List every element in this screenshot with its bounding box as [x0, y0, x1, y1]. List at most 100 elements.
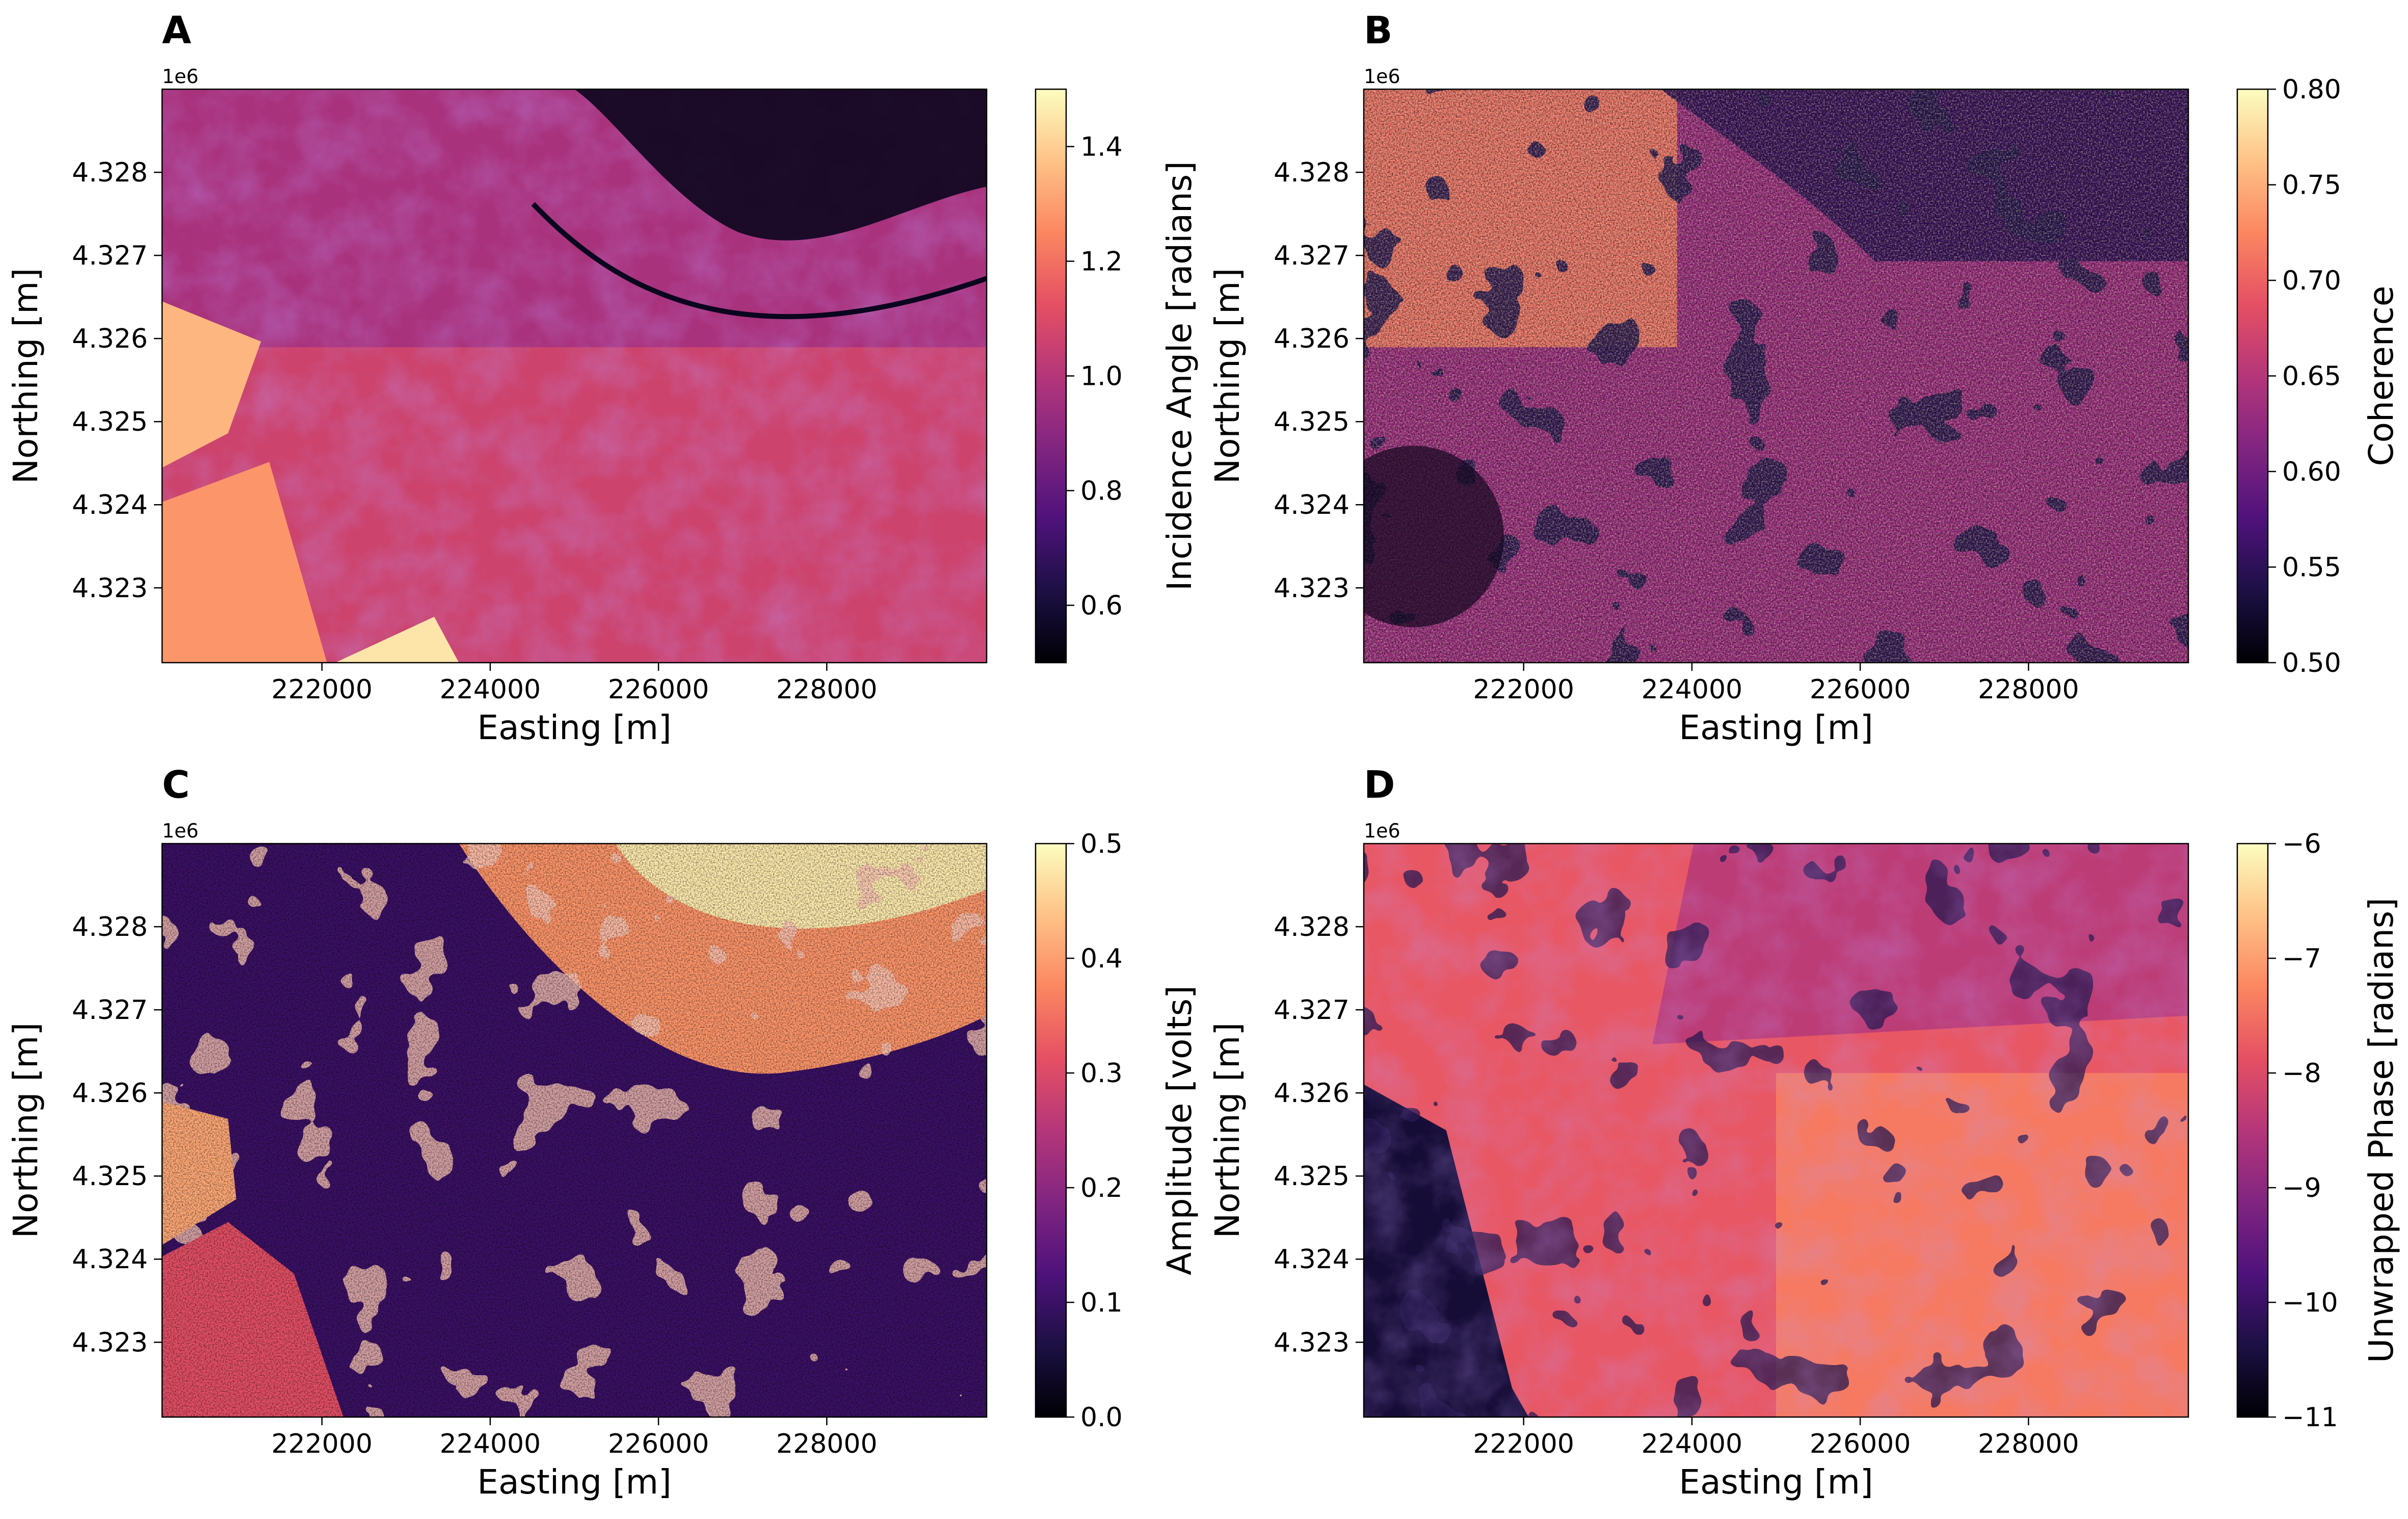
y-tick-label: 4.325 — [1274, 407, 1349, 437]
colorbar-tick-label: −7 — [2282, 944, 2321, 974]
x-tick-label: 228000 — [776, 1429, 878, 1459]
x-tick-label: 228000 — [776, 674, 878, 705]
colorbar-tick-label: 0.60 — [2282, 457, 2341, 487]
y-tick-label: 4.328 — [72, 158, 148, 188]
y-tick-label: 4.327 — [72, 241, 148, 271]
colorbar-tick-label: −8 — [2282, 1058, 2321, 1089]
x-axis-label: Easting [m] — [477, 708, 671, 747]
y-axis-label: Northing [m] — [6, 1023, 45, 1238]
colorbar-tick-label: 0.5 — [1080, 829, 1123, 859]
colorbar — [1036, 844, 1066, 1417]
y-tick-label: 4.328 — [1274, 912, 1349, 942]
x-tick-label: 226000 — [1810, 674, 1911, 705]
colorbar-tick-label: 0.65 — [2282, 361, 2341, 392]
y-tick-label: 4.326 — [1274, 1078, 1349, 1109]
axes-frame — [161, 843, 988, 1418]
colorbar-tick-label: 1.2 — [1080, 247, 1123, 277]
y-tick-label: 4.323 — [72, 573, 148, 604]
heatmap-image — [1364, 89, 2188, 663]
heatmap-image — [1364, 844, 2188, 1417]
colorbar-tick-label: 0.80 — [2282, 74, 2341, 105]
x-tick-label: 224000 — [440, 674, 541, 705]
colorbar — [2237, 89, 2268, 663]
colorbar-tick-label: 1.4 — [1080, 132, 1123, 163]
colorbar-tick-label: 0.3 — [1080, 1058, 1123, 1089]
panel-label: A — [162, 9, 191, 53]
colorbar-tick-label: 0.0 — [1080, 1402, 1123, 1433]
panel-d: D 1e6 222000 224000 226000 228000 4.323 4.324 4.… — [1208, 763, 2401, 1502]
x-tick-label: 224000 — [440, 1429, 541, 1459]
x-tick-label: 222000 — [1473, 1429, 1574, 1459]
panel-a: A 1e6 222000 224000 226000 228000 4.323 4.324 4.… — [6, 9, 1199, 747]
y-offset-label: 1e6 — [162, 65, 199, 88]
panel-label: D — [1364, 763, 1395, 807]
y-tick-label: 4.323 — [72, 1327, 148, 1358]
x-tick-label: 226000 — [608, 674, 709, 705]
y-offset-label: 1e6 — [1364, 65, 1400, 88]
y-axis-label: Northing [m] — [1208, 268, 1247, 484]
panel-c: C 1e6 222000 224000 226000 228000 4.323 4.324 4.… — [6, 763, 1199, 1502]
x-tick-label: 224000 — [1642, 674, 1743, 705]
colorbar-tick-label: 0.75 — [2282, 170, 2341, 201]
y-tick-label: 4.324 — [1274, 490, 1349, 520]
colorbar-label: Incidence Angle [radians] — [1160, 161, 1199, 591]
y-tick-label: 4.325 — [1274, 1161, 1349, 1192]
y-tick-label: 4.324 — [72, 1244, 148, 1275]
colorbar-tick-label: 0.2 — [1080, 1173, 1123, 1203]
y-axis-label: Northing [m] — [1208, 1023, 1247, 1238]
y-tick-label: 4.326 — [1274, 324, 1349, 354]
colorbar — [1036, 89, 1066, 663]
colorbar-tick-label: 1.0 — [1080, 361, 1123, 392]
y-tick-label: 4.324 — [72, 490, 148, 520]
colorbar — [2237, 844, 2268, 1417]
panel-label: B — [1364, 9, 1392, 53]
colorbar-tick-label: 0.1 — [1080, 1288, 1123, 1318]
x-tick-label: 222000 — [271, 674, 373, 705]
panel-label: C — [162, 763, 190, 807]
heatmap-image — [162, 89, 987, 663]
y-tick-label: 4.325 — [72, 407, 148, 437]
y-tick-label: 4.323 — [1274, 573, 1349, 604]
colorbar-tick-label: 0.6 — [1080, 591, 1123, 621]
x-axis-label: Easting [m] — [1679, 708, 1873, 747]
y-tick-label: 4.323 — [1274, 1327, 1349, 1358]
heatmap-image — [162, 844, 987, 1417]
x-axis-label: Easting [m] — [477, 1462, 671, 1502]
colorbar-tick-label: −6 — [2282, 829, 2321, 859]
colorbar-tick-label: 0.50 — [2282, 648, 2341, 678]
y-tick-label: 4.325 — [72, 1161, 148, 1192]
x-tick-label: 226000 — [608, 1429, 709, 1459]
x-tick-label: 222000 — [271, 1429, 373, 1459]
colorbar-tick-label: 0.8 — [1080, 476, 1123, 507]
y-axis-label: Northing [m] — [6, 268, 45, 484]
x-tick-label: 228000 — [1978, 1429, 2079, 1459]
colorbar-tick-label: −9 — [2282, 1173, 2321, 1203]
x-tick-label: 222000 — [1473, 674, 1574, 705]
panel-b: B 1e6 222000 224000 226000 228000 4.323 4.324 4.… — [1208, 9, 2401, 747]
x-tick-label: 226000 — [1810, 1429, 1911, 1459]
axes-frame — [1363, 843, 2189, 1418]
y-tick-label: 4.327 — [1274, 995, 1349, 1026]
colorbar-tick-label: 0.55 — [2282, 553, 2341, 583]
x-axis-label: Easting [m] — [1679, 1462, 1873, 1502]
y-offset-label: 1e6 — [1364, 820, 1400, 842]
colorbar-tick-label: 0.4 — [1080, 944, 1123, 974]
axes-frame — [1363, 88, 2189, 664]
y-tick-label: 4.328 — [72, 912, 148, 942]
colorbar-frame — [1035, 843, 1067, 1418]
x-tick-label: 224000 — [1642, 1429, 1743, 1459]
y-tick-label: 4.326 — [72, 1078, 148, 1109]
y-tick-label: 4.326 — [72, 324, 148, 354]
y-offset-label: 1e6 — [162, 820, 199, 842]
y-tick-label: 4.327 — [1274, 241, 1349, 271]
y-tick-label: 4.324 — [1274, 1244, 1349, 1275]
colorbar-tick-label: 0.70 — [2282, 266, 2341, 296]
axes-frame — [161, 88, 988, 664]
colorbar-label: Amplitude [volts] — [1160, 985, 1199, 1275]
y-tick-label: 4.328 — [1274, 158, 1349, 188]
colorbar-tick-label: −10 — [2282, 1288, 2338, 1318]
y-tick-label: 4.327 — [72, 995, 148, 1026]
colorbar-label: Unwrapped Phase [radians] — [2362, 898, 2401, 1363]
colorbar-tick-label: −11 — [2282, 1402, 2338, 1433]
